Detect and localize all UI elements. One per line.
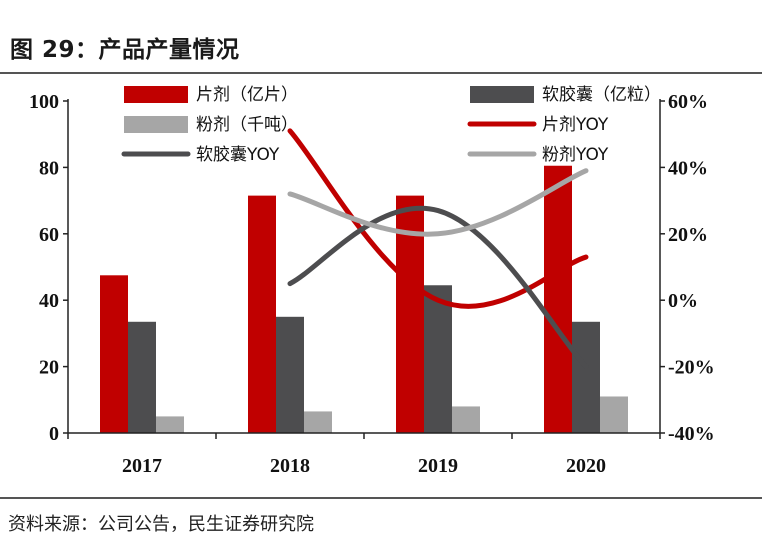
legend: 片剂（亿片） 软胶囊（亿粒） 粉剂（千吨） 片剂YOY 软胶囊YOY 粉剂YOY	[121, 85, 661, 165]
bar-0-2018	[248, 195, 276, 433]
legend-label-3: 片剂YOY	[542, 115, 609, 135]
title-divider	[0, 72, 762, 74]
bar-1-2018	[276, 316, 304, 433]
bar-2-2019	[452, 406, 480, 433]
left-tick-label: 60	[39, 224, 59, 246]
lines-layer	[287, 128, 589, 370]
axes-layer: 0 20 40 60 80 100 -40% -20% 0% 20% 40% 60% 2017 2018 2…	[29, 91, 715, 477]
bar-2-2017	[156, 416, 184, 433]
legend-swatch-0	[124, 86, 188, 103]
line-0	[287, 128, 589, 309]
bar-1-2017	[128, 321, 156, 433]
legend-label-5: 粉剂YOY	[542, 145, 609, 165]
right-tick-label: -20%	[668, 357, 715, 379]
right-tick-label: 60%	[668, 91, 708, 113]
bar-0-2017	[100, 275, 128, 433]
left-tick-label: 0	[49, 423, 59, 445]
x-tick-label: 2020	[566, 455, 606, 477]
right-tick-label: 20%	[668, 224, 708, 246]
legend-swatch-1	[470, 86, 534, 103]
left-tick-label: 80	[39, 157, 59, 179]
source-divider	[0, 497, 762, 499]
bar-1-2020	[572, 321, 600, 433]
left-tick-label: 40	[39, 290, 59, 312]
legend-label-1: 软胶囊（亿粒）	[542, 85, 661, 105]
left-tick-label: 100	[29, 91, 59, 113]
x-tick-label: 2018	[270, 455, 310, 477]
bar-2-2020	[600, 396, 628, 433]
bars-layer	[100, 165, 628, 434]
source-note: 资料来源：公司公告，民生证券研究院	[8, 514, 314, 535]
line-1	[287, 205, 589, 370]
x-tick-label: 2019	[418, 455, 458, 477]
x-tick-label: 2017	[122, 455, 162, 477]
bar-2-2018	[304, 411, 332, 433]
legend-label-0: 片剂（亿片）	[196, 85, 298, 105]
right-tick-label: -40%	[668, 423, 715, 445]
right-tick-label: 40%	[668, 157, 708, 179]
right-tick-label: 0%	[668, 290, 698, 312]
legend-label-4: 软胶囊YOY	[196, 145, 280, 165]
left-tick-label: 20	[39, 357, 59, 379]
legend-swatch-2	[124, 116, 188, 133]
bar-0-2020	[544, 165, 572, 434]
chart-title: 图 29：产品产量情况	[10, 37, 240, 63]
line-2	[287, 168, 589, 237]
bar-1-2019	[424, 285, 452, 433]
legend-label-2: 粉剂（千吨）	[196, 115, 298, 135]
